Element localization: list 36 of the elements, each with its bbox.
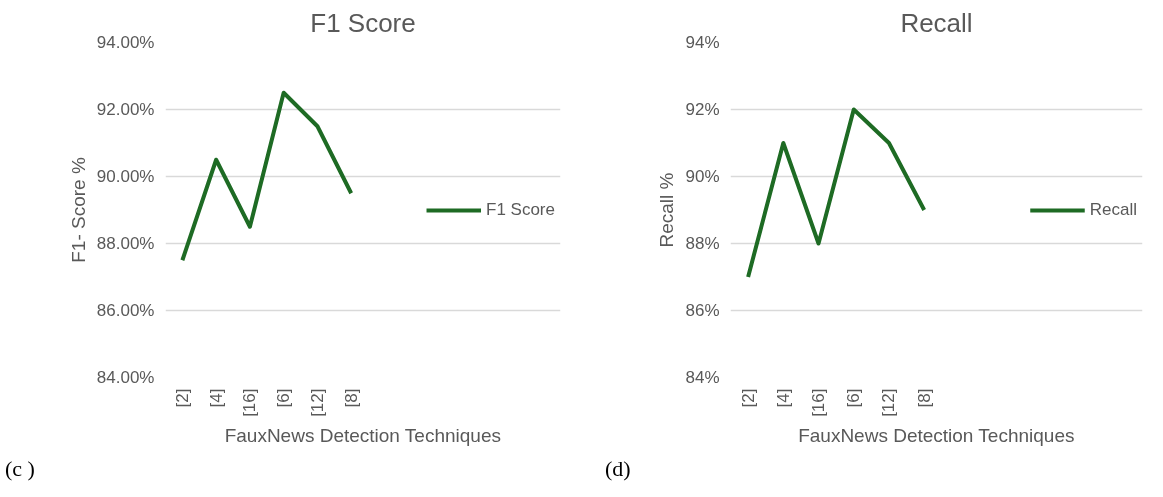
x-tick-label: [6] <box>844 388 864 408</box>
x-axis-title: FauxNews Detection Techniques <box>798 424 1075 446</box>
y-tick-label: 88.00% <box>96 234 155 253</box>
y-tick-label: 86.00% <box>96 301 155 320</box>
legend-label: Recall <box>1089 199 1137 220</box>
x-tick-label: [16] <box>240 388 260 417</box>
y-tick-label: 86% <box>685 301 720 320</box>
y-tick-label: 84% <box>685 368 720 387</box>
legend-label: F1 Score <box>486 199 555 220</box>
y-tick-label: 90.00% <box>96 167 155 186</box>
y-axis-title: Recall % <box>656 172 678 248</box>
x-tick-label: [8] <box>341 388 361 408</box>
y-tick-label: 94% <box>685 33 720 52</box>
x-tick-label: [2] <box>738 388 758 408</box>
x-tick-label: [12] <box>879 388 899 417</box>
x-tick-label: [6] <box>274 388 294 408</box>
x-tick-label: [8] <box>914 388 934 408</box>
y-tick-label: 94.00% <box>96 33 155 52</box>
text: (d) <box>605 455 631 483</box>
y-tick-label: 88% <box>685 234 720 253</box>
line-series <box>746 107 927 279</box>
x-tick-label: [4] <box>773 388 793 408</box>
y-axis-title: F1- Score % <box>67 157 89 263</box>
x-tick-label: [16] <box>809 388 829 417</box>
x-tick-label: [4] <box>206 388 226 408</box>
line-series <box>180 90 354 263</box>
chart-title: F1 Score <box>310 7 416 38</box>
y-tick-label: 90% <box>685 167 720 186</box>
y-tick-label: 84.00% <box>96 368 155 387</box>
y-tick-label: 92% <box>685 100 720 119</box>
y-tick-label: 92.00% <box>96 100 155 119</box>
x-axis-title: FauxNews Detection Techniques <box>224 424 502 446</box>
text: (c ) <box>5 455 35 483</box>
x-tick-label: [12] <box>307 388 327 417</box>
chart-title: Recall <box>900 7 973 38</box>
x-tick-label: [2] <box>172 388 192 408</box>
